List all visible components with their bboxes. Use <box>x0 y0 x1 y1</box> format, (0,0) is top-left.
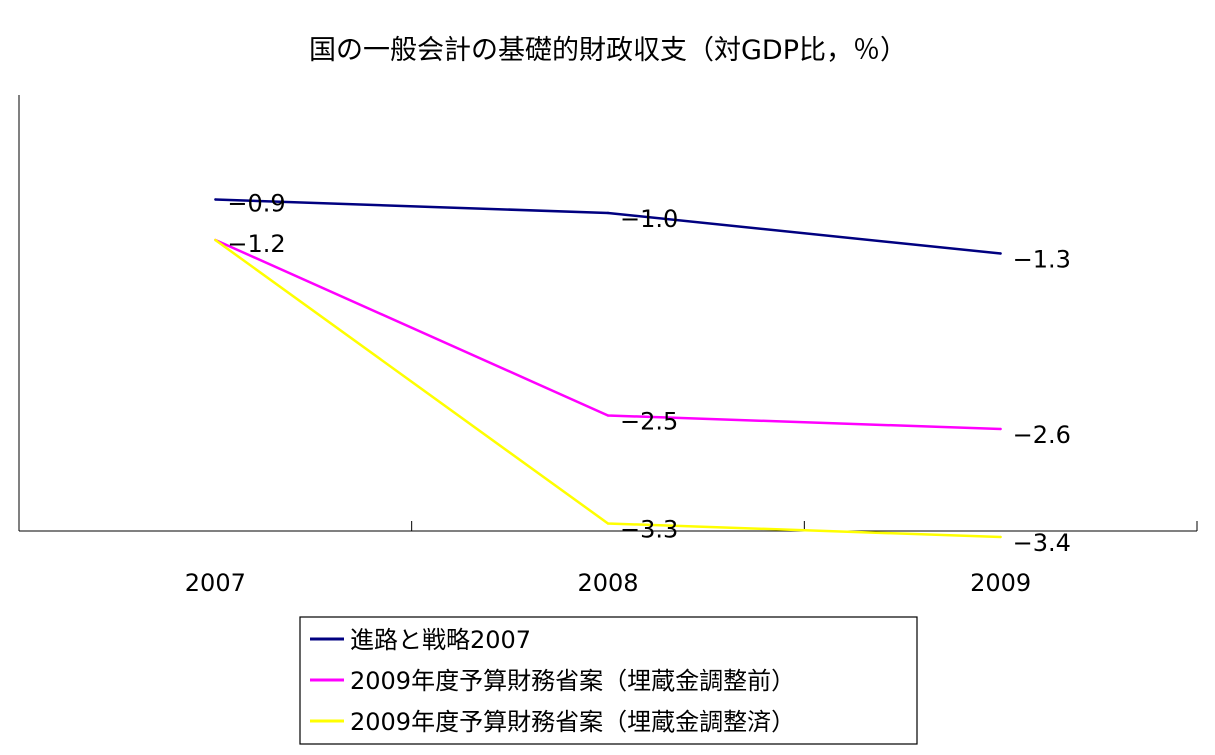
data-point <box>999 427 1002 431</box>
data-label: −0.9 <box>227 190 285 218</box>
legend-box <box>299 616 918 745</box>
data-point <box>606 522 610 525</box>
data-label: −2.5 <box>620 408 678 436</box>
legend-label: 2009年度予算財務省案（埋蔵金調整済） <box>350 708 795 736</box>
data-label: −1.2 <box>227 230 285 258</box>
data-label: −1.0 <box>620 205 678 233</box>
plot-area: 2007 2008 2009 −0.9 −1.0 −1.3 −1.2 −2.5 −2.6 −3.3… <box>18 95 1198 597</box>
data-point <box>214 198 217 201</box>
data-point <box>999 535 1002 539</box>
data-label: −2.6 <box>1013 421 1071 449</box>
data-label: −3.4 <box>1013 529 1071 557</box>
x-tick-label: 2009 <box>970 569 1031 597</box>
series-line <box>214 238 1001 539</box>
data-point <box>606 211 610 215</box>
x-tick-label: 2007 <box>185 569 246 597</box>
series-line <box>214 238 1001 431</box>
data-point <box>606 414 610 417</box>
chart-title: 国の一般会計の基礎的財政収支（対GDP比，％） <box>309 35 907 66</box>
legend-label: 進路と戦略2007 <box>350 626 531 654</box>
data-point <box>999 252 1002 255</box>
data-label: −1.3 <box>1013 246 1071 274</box>
series-line <box>215 198 1001 255</box>
data-label: −3.3 <box>620 516 678 544</box>
legend: 進路と戦略2007 2009年度予算財務省案（埋蔵金調整前） 2009年度予算財務省… <box>299 616 918 745</box>
data-point <box>214 238 217 242</box>
legend-label: 2009年度予算財務省案（埋蔵金調整前） <box>350 667 795 695</box>
x-tick-label: 2008 <box>577 569 638 597</box>
